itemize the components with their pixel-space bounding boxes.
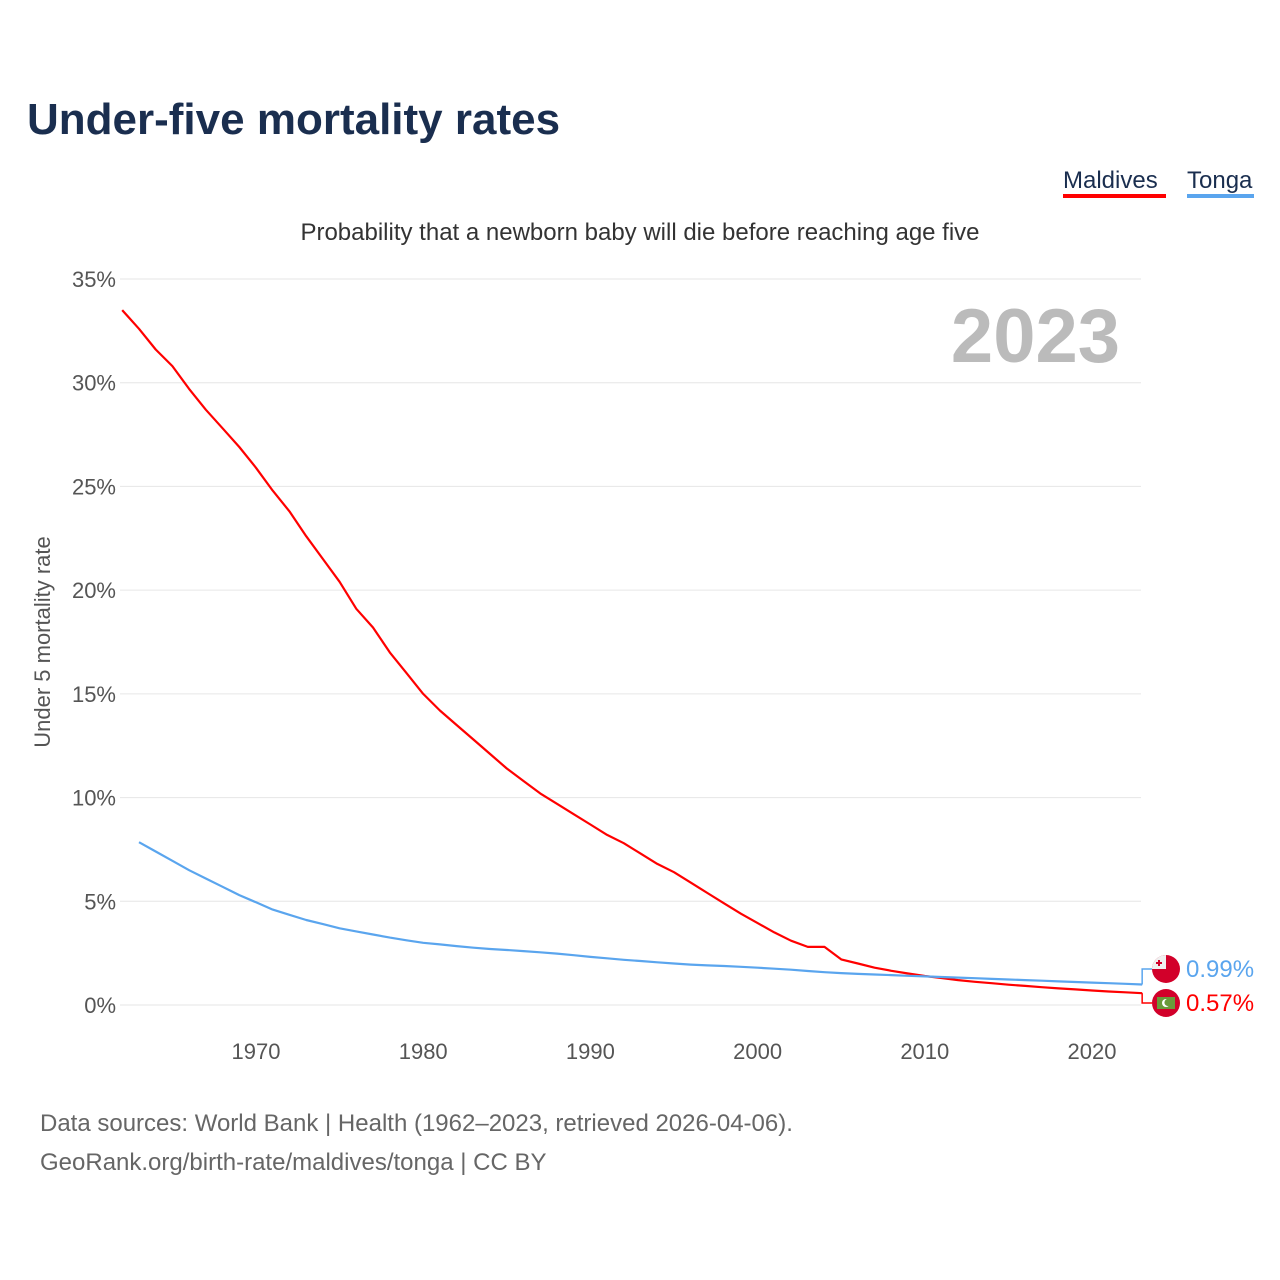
connector-line	[1141, 993, 1152, 1004]
y-tick-label: 0%	[84, 993, 116, 1018]
end-value-label-maldives: 0.57%	[1186, 990, 1254, 1017]
x-axis-ticks: 1970 1980 1990 2000 2010 2020	[232, 1039, 1117, 1064]
end-labels: 0.57% 0.99%	[1141, 955, 1254, 1017]
legend-label-maldives[interactable]: Maldives	[1063, 167, 1158, 194]
y-tick-label: 35%	[72, 267, 116, 292]
legend-swatch-tonga	[1187, 194, 1254, 198]
series-line-maldives	[121, 309, 1143, 995]
legend: Maldives Tonga	[1063, 167, 1254, 198]
x-tick-label: 2000	[733, 1039, 782, 1064]
y-tick-label: 15%	[72, 682, 116, 707]
tonga-flag-icon	[1152, 955, 1180, 983]
year-watermark: 2023	[951, 294, 1120, 379]
series-lines	[121, 309, 1143, 995]
y-tick-label: 20%	[72, 578, 116, 603]
x-tick-label: 1970	[232, 1039, 281, 1064]
x-tick-label: 1990	[566, 1039, 615, 1064]
series-line-tonga	[138, 841, 1143, 986]
legend-label-tonga[interactable]: Tonga	[1187, 167, 1253, 194]
gridlines	[120, 278, 1141, 1006]
y-tick-label: 10%	[72, 786, 116, 811]
legend-item-tonga[interactable]: Tonga	[1187, 167, 1254, 198]
chart-subtitle: Probability that a newborn baby will die…	[300, 219, 979, 246]
data-source-text: Data sources: World Bank | Health (1962–…	[40, 1110, 793, 1137]
connector-line	[1141, 968, 1152, 985]
legend-item-maldives[interactable]: Maldives	[1063, 167, 1166, 198]
chart-title: Under-five mortality rates	[27, 95, 560, 144]
y-tick-label: 30%	[72, 371, 116, 396]
end-value-label-tonga: 0.99%	[1186, 956, 1254, 983]
y-axis-ticks: 0% 5% 10% 15% 20% 25% 30% 35%	[72, 267, 116, 1018]
y-tick-label: 5%	[84, 889, 116, 914]
y-axis-label: Under 5 mortality rate	[30, 536, 55, 748]
y-tick-label: 25%	[72, 474, 116, 499]
x-tick-label: 1980	[399, 1039, 448, 1064]
x-tick-label: 2010	[900, 1039, 949, 1064]
x-tick-label: 2020	[1068, 1039, 1117, 1064]
source-link[interactable]: GeoRank.org/birth-rate/maldives/tonga | …	[40, 1149, 546, 1176]
maldives-flag-icon	[1152, 989, 1180, 1017]
legend-swatch-maldives	[1063, 194, 1166, 198]
